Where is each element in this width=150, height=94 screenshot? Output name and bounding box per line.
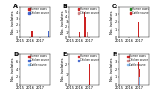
Legend: Human cases, Chicken source: Human cases, Chicken source [28, 7, 49, 15]
Text: B: B [62, 4, 67, 9]
Legend: Human cases, Chicken source: Human cases, Chicken source [78, 54, 99, 62]
Y-axis label: No. isolates: No. isolates [11, 10, 15, 34]
Y-axis label: No. isolates: No. isolates [11, 58, 15, 81]
Bar [138, 62, 139, 85]
Text: D: D [13, 52, 18, 57]
Bar [139, 77, 140, 85]
Text: A: A [13, 4, 18, 9]
Legend: Human cases, Chicken source, Cattle source: Human cases, Chicken source, Cattle sour… [28, 54, 49, 66]
Legend: Human cases, Cattle source: Human cases, Cattle source [129, 7, 148, 15]
Text: F: F [112, 52, 116, 57]
Bar [138, 22, 139, 37]
Text: E: E [62, 52, 67, 57]
Bar [138, 69, 139, 85]
Legend: Human cases, Chicken source, Cattle source: Human cases, Chicken source, Cattle sour… [127, 54, 148, 66]
Bar [87, 32, 88, 37]
Bar [89, 64, 90, 85]
Bar [139, 77, 140, 85]
Bar [87, 32, 88, 37]
Bar [32, 31, 33, 37]
Bar [31, 31, 32, 37]
Legend: Human cases, Chicken source: Human cases, Chicken source [78, 7, 99, 15]
Bar [79, 32, 80, 37]
Y-axis label: No. isolates: No. isolates [110, 58, 114, 81]
Y-axis label: No. isolates: No. isolates [61, 58, 64, 81]
Bar [48, 31, 49, 37]
Text: C: C [112, 4, 116, 9]
Bar [84, 12, 85, 37]
Y-axis label: No. isolates: No. isolates [61, 10, 64, 34]
Y-axis label: No. isolates: No. isolates [110, 10, 114, 34]
Bar [139, 69, 140, 85]
